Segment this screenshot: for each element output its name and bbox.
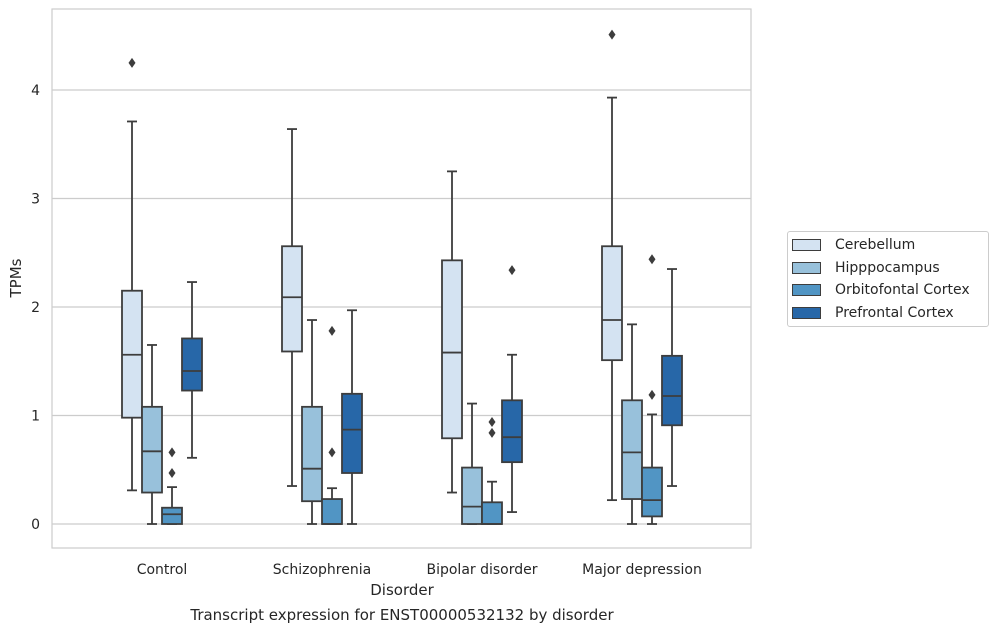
- box-iqr: [481, 501, 503, 525]
- box-iqr: [161, 506, 183, 525]
- box-2-1: [321, 325, 343, 525]
- outlier-point: [128, 57, 136, 68]
- box-iqr: [641, 466, 663, 518]
- legend-swatch: [792, 306, 821, 319]
- x-axis-title: Disorder: [370, 581, 434, 599]
- y-axis-title: TPMs: [7, 258, 25, 298]
- legend-swatch: [792, 239, 821, 251]
- x-tick-label: Bipolar disorder: [426, 562, 537, 578]
- box-iqr: [181, 337, 203, 392]
- boxes: [121, 29, 683, 525]
- box-1-3: [621, 323, 643, 525]
- x-tick-label: Major depression: [582, 562, 702, 578]
- box-iqr: [461, 466, 483, 525]
- box-0-1: [281, 128, 303, 487]
- box-iqr: [281, 245, 303, 353]
- y-tick-labels: 0 1 2 3 4: [31, 83, 40, 533]
- outlier-point: [508, 265, 516, 276]
- outlier-point: [648, 389, 656, 400]
- box-3-2: [501, 265, 523, 513]
- x-tick-label: Control: [137, 562, 188, 578]
- box-2-3: [641, 254, 663, 525]
- legend-label: Cerebellum: [835, 237, 916, 253]
- legend-swatch: [792, 284, 821, 296]
- legend-item: Cerebellum: [792, 236, 915, 254]
- outlier-point: [328, 447, 336, 458]
- box-iqr: [601, 245, 623, 362]
- box-iqr: [621, 399, 643, 500]
- box-iqr: [341, 392, 363, 474]
- chart-caption: Transcript expression for ENST0000053213…: [190, 606, 614, 624]
- box-iqr: [141, 405, 163, 494]
- box-iqr: [321, 498, 343, 525]
- box-1-0: [141, 344, 163, 525]
- y-tick-label: 1: [31, 409, 40, 425]
- box-2-0: [161, 447, 183, 525]
- legend: Cerebellum Hipppocampus Orbitofontal Corte…: [787, 231, 989, 327]
- box-3-0: [181, 281, 203, 459]
- box-3-1: [341, 309, 363, 525]
- legend-label: Hipppocampus: [835, 259, 940, 276]
- x-tick-label: Schizophrenia: [273, 562, 371, 578]
- outlier-point: [488, 417, 496, 428]
- x-tick-labels: Control Schizophrenia Bipolar disorder Majo…: [137, 562, 702, 578]
- box-iqr: [301, 405, 323, 503]
- legend-swatch: [792, 261, 821, 274]
- box-iqr: [501, 399, 523, 464]
- y-tick-label: 3: [31, 192, 40, 208]
- box-iqr: [661, 354, 683, 427]
- box-0-3: [601, 29, 623, 502]
- outlier-point: [168, 468, 176, 479]
- box-1-1: [301, 319, 323, 525]
- y-tick-label: 4: [31, 83, 40, 99]
- outlier-point: [328, 325, 336, 336]
- box-0-2: [441, 170, 463, 494]
- legend-item: Orbitofontal Cortex: [792, 281, 970, 299]
- box-1-2: [461, 402, 483, 525]
- legend-item: Prefrontal Cortex: [792, 304, 954, 322]
- box-iqr: [441, 259, 463, 440]
- legend-item: Hipppocampus: [792, 259, 940, 277]
- y-tick-label: 2: [31, 300, 40, 316]
- y-tick-label: 0: [31, 517, 40, 533]
- outlier-point: [488, 427, 496, 438]
- outlier-point: [608, 29, 616, 40]
- box-2-2: [481, 417, 503, 525]
- outlier-point: [648, 254, 656, 265]
- legend-label: Prefrontal Cortex: [835, 304, 954, 321]
- legend-label: Orbitofontal Cortex: [835, 282, 970, 298]
- outlier-point: [168, 447, 176, 458]
- box-0-0: [121, 57, 143, 492]
- box-3-3: [661, 268, 683, 487]
